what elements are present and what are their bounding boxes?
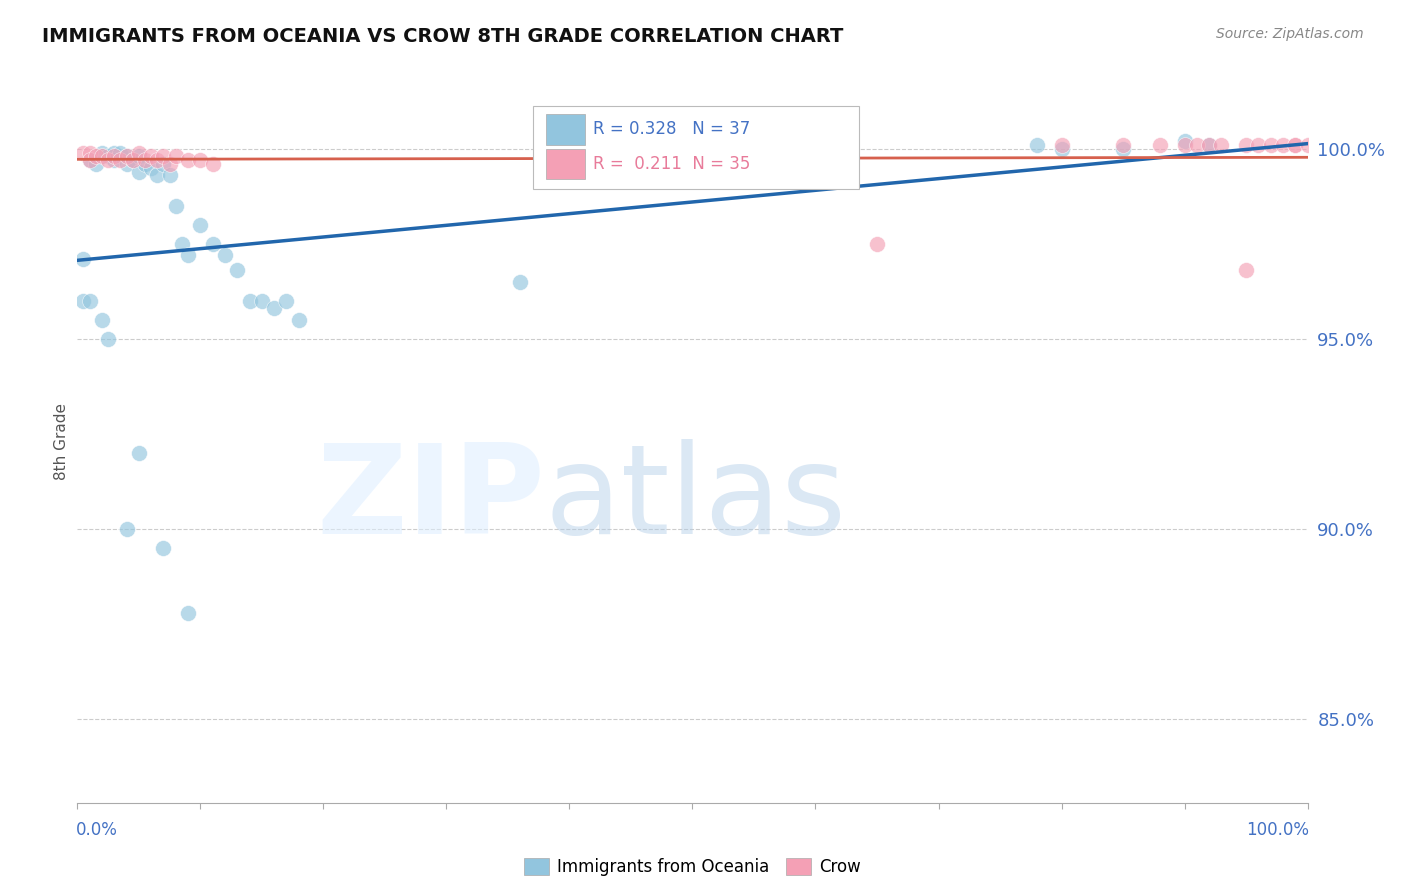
Point [134,153,156,168]
Point [141,161,163,175]
Point [115,149,138,163]
Point [121,153,143,168]
Point [110,153,132,168]
Point [1198,137,1220,152]
Point [177,248,200,262]
Point [226,263,249,277]
Point [159,157,181,171]
Text: IMMIGRANTS FROM OCEANIA VS CROW 8TH GRADE CORRELATION CHART: IMMIGRANTS FROM OCEANIA VS CROW 8TH GRAD… [42,27,844,45]
Text: Source: ZipAtlas.com: Source: ZipAtlas.com [1216,27,1364,41]
Point [79,153,101,168]
Point [90,313,114,327]
Legend: Immigrants from Oceania, Crow: Immigrants from Oceania, Crow [517,851,868,882]
Point [141,149,163,163]
Point [1272,137,1295,152]
FancyBboxPatch shape [533,105,859,189]
Point [1234,263,1257,277]
Point [1112,142,1135,156]
Point [263,301,285,316]
Text: ZIP: ZIP [316,439,546,560]
Point [214,248,236,262]
Point [128,149,150,163]
Point [188,218,212,232]
Point [152,157,174,171]
Point [103,149,125,163]
Point [84,157,107,171]
Y-axis label: 8th Grade: 8th Grade [53,403,69,480]
Point [165,149,187,163]
Text: atlas: atlas [546,439,846,560]
Point [128,446,150,460]
Point [128,164,150,178]
Point [79,153,101,168]
Point [1211,137,1233,152]
Point [1185,137,1208,152]
Text: 100.0%: 100.0% [1246,822,1309,839]
Point [72,252,94,266]
Text: 0.0%: 0.0% [76,822,118,839]
Point [79,293,101,308]
Point [84,149,107,163]
Point [115,522,138,536]
Point [115,149,138,163]
Point [128,145,150,160]
Point [1174,137,1197,152]
Point [177,606,200,620]
Point [146,169,169,183]
Point [1284,137,1306,152]
Point [146,153,169,168]
Point [97,332,120,346]
Point [239,293,262,308]
Point [1247,137,1270,152]
Point [165,199,187,213]
Point [97,149,120,163]
Point [97,153,120,168]
Point [1234,137,1257,152]
Point [90,149,114,163]
Point [250,293,273,308]
Text: R =  0.211  N = 35: R = 0.211 N = 35 [593,155,751,173]
Point [72,145,94,160]
Point [1260,137,1282,152]
Point [1296,137,1319,152]
Point [188,153,212,168]
FancyBboxPatch shape [546,114,585,145]
Point [103,153,125,168]
Point [830,145,852,160]
Point [103,145,125,160]
Point [159,169,181,183]
Point [509,275,531,289]
Point [1112,137,1135,152]
Point [72,293,94,308]
Point [121,153,143,168]
Point [134,157,156,171]
Point [170,236,193,251]
Text: R = 0.328   N = 37: R = 0.328 N = 37 [593,120,749,138]
Point [152,541,174,555]
Point [1198,137,1220,152]
Point [866,236,889,251]
Point [1050,142,1073,156]
Point [115,157,138,171]
Point [110,145,132,160]
Point [1050,137,1073,152]
Point [90,145,114,160]
Point [177,153,200,168]
Point [79,145,101,160]
Point [1026,137,1049,152]
Point [1149,137,1171,152]
Point [152,149,174,163]
Point [1174,134,1197,148]
Point [1284,137,1306,152]
Point [201,157,224,171]
Point [201,236,224,251]
FancyBboxPatch shape [546,149,585,179]
Point [276,293,298,308]
Point [288,313,311,327]
